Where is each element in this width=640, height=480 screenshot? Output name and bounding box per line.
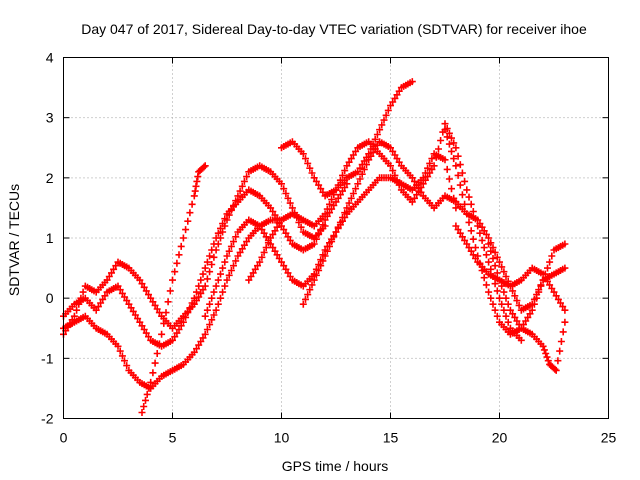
data-point-markers [201,150,460,320]
x-tick-label: 10 [274,430,290,446]
data-point-markers [278,120,525,344]
x-tick-label: 5 [169,430,177,446]
y-tick-label: 3 [46,110,54,126]
series-sat-track-10 [452,222,569,314]
x-tick-label: 20 [492,430,508,446]
series-sat-track-9 [441,126,569,338]
x-tick-label: 15 [383,430,399,446]
series-sat-track-1 [60,162,329,338]
y-tick-label: 0 [46,290,54,306]
series-sat-track-2 [60,180,351,350]
series-sat-track-4 [138,162,209,416]
data-point-markers [138,162,209,416]
series-sat-track-11 [485,240,569,374]
x-axis-title: GPS time / hours [282,458,389,474]
y-tick-label: -1 [41,350,54,366]
y-tick-label: 2 [46,170,54,186]
x-tick-label: 0 [60,430,68,446]
y-tick-label: 1 [46,230,54,246]
data-point-markers [299,138,569,314]
data-point-markers [60,180,351,350]
data-point-markers [441,126,569,338]
series-sat-track-8 [299,138,569,314]
series-sat-track-7 [278,120,525,344]
data-point-markers [60,162,329,338]
y-tick-label: 4 [46,50,54,66]
chart-title: Day 047 of 2017, Sidereal Day-to-day VTE… [81,21,587,37]
points-layer [60,78,569,416]
tick-layer: 0 5 10 15 20 25 -2 -1 0 1 2 3 4 [41,50,616,446]
data-point-markers [452,222,569,314]
y-axis-title: SDTVAR / TECUs [6,184,22,296]
grid-layer [63,57,609,419]
series-sat-track-5 [201,150,460,320]
x-tick-label: 25 [601,430,617,446]
y-tick-label: -2 [41,411,54,427]
data-point-markers [485,240,569,374]
